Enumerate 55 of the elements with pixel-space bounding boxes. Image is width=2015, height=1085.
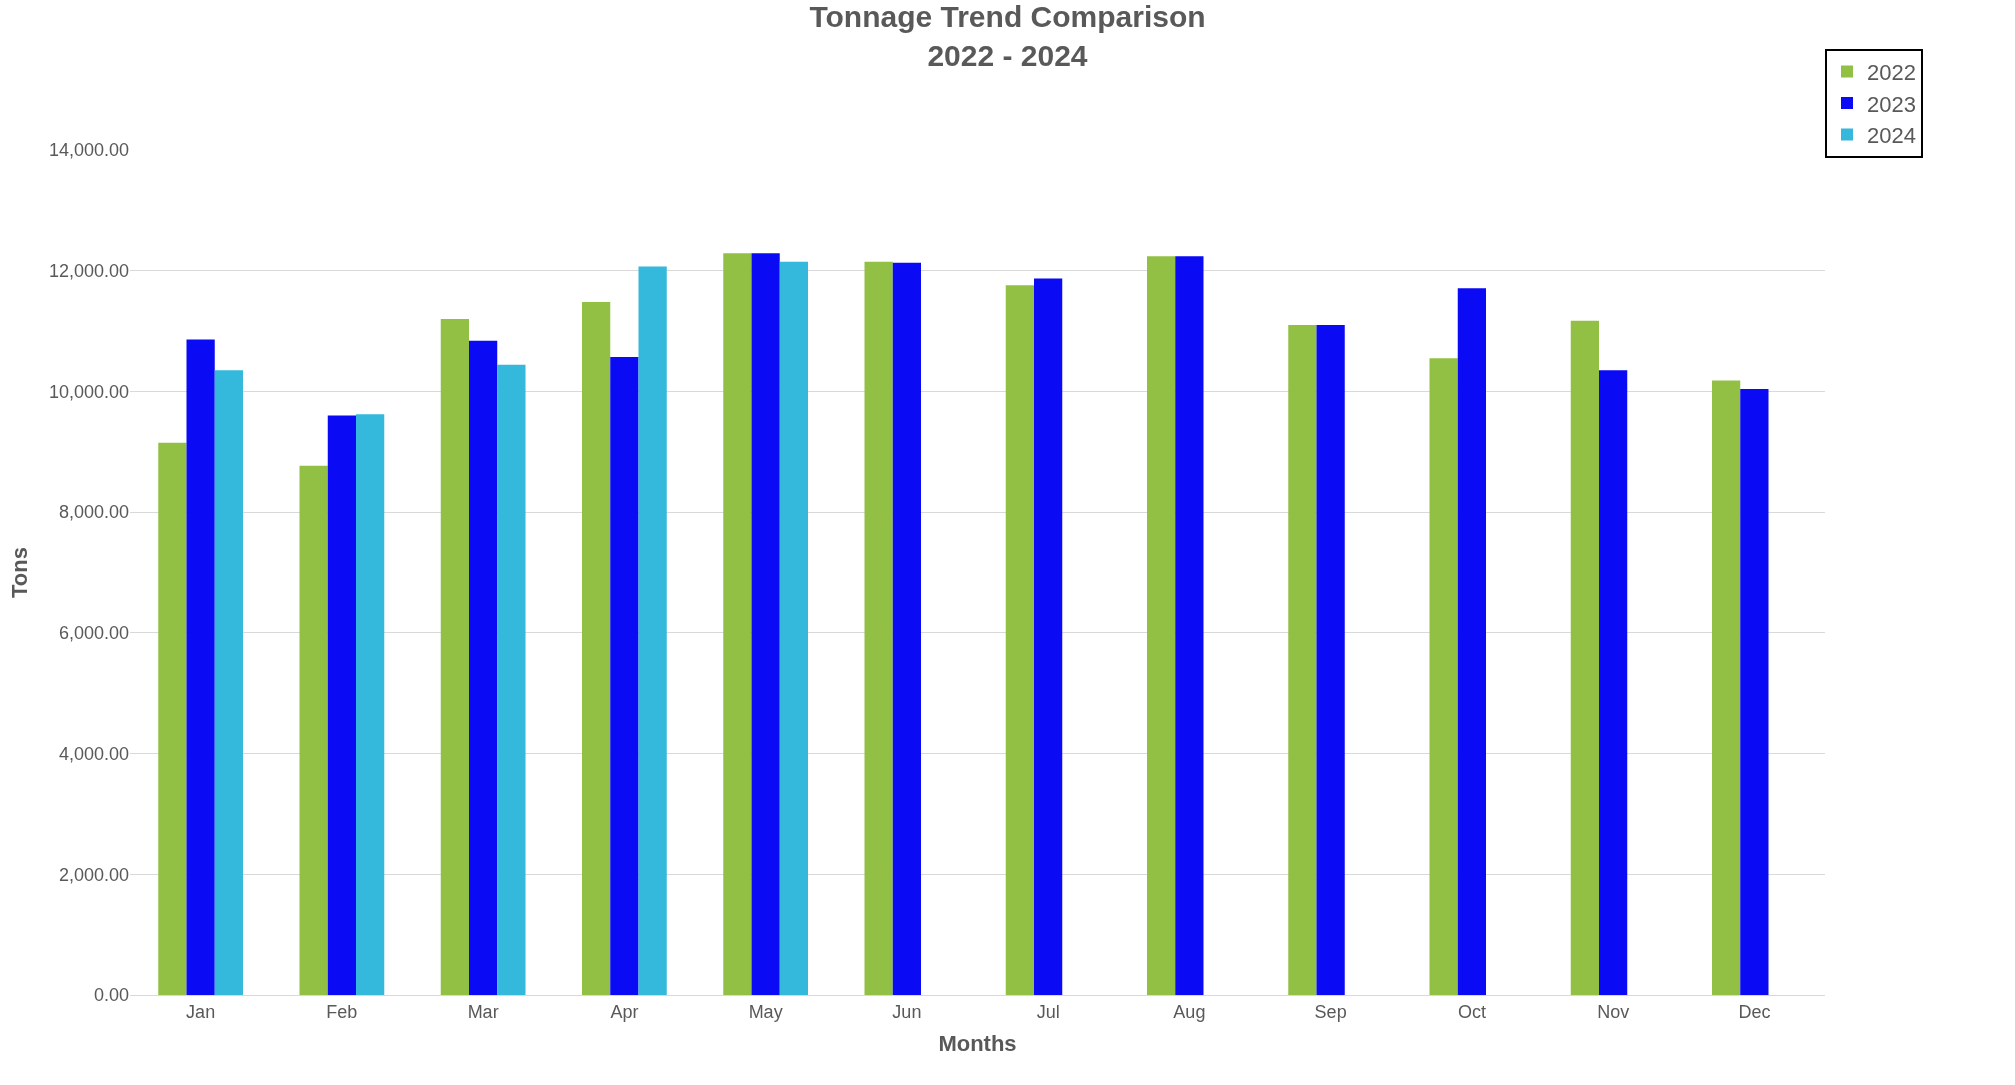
x-tick-label: Mar (467, 1001, 499, 1022)
bar (214, 370, 243, 995)
y-tick-label: 2,000.00 (58, 864, 129, 885)
bar (1570, 320, 1599, 995)
bar (469, 340, 498, 995)
bar (186, 339, 215, 995)
y-tick-label: 4,000.00 (58, 743, 129, 764)
bar (892, 262, 921, 995)
bar (299, 465, 328, 995)
x-tick-label: Aug (1173, 1001, 1206, 1022)
x-tick-label: Jun (892, 1001, 922, 1022)
x-tick-label: Nov (1597, 1001, 1630, 1022)
legend-label: 2024 (1867, 123, 1916, 149)
x-tick-label: Feb (326, 1001, 358, 1022)
bar (723, 253, 752, 995)
bar (1175, 256, 1204, 995)
bar (1147, 256, 1176, 995)
bar (610, 357, 639, 995)
chart-title: Tonnage Trend Comparison 2022 - 2024 (809, 0, 1206, 73)
bar (1034, 278, 1063, 995)
bar (1288, 325, 1317, 995)
y-tick-label: 6,000.00 (58, 623, 129, 644)
x-axis-title: Months (938, 1031, 1017, 1057)
y-axis-title: Tons (6, 547, 32, 598)
bar (440, 319, 469, 995)
y-tick-label: 14,000.00 (48, 140, 129, 161)
legend-label: 2022 (1867, 59, 1916, 85)
y-tick-label: 10,000.00 (48, 381, 129, 402)
bar (1712, 380, 1741, 995)
y-tick-label: 0.00 (93, 985, 129, 1006)
y-tick-label: 12,000.00 (48, 261, 129, 282)
x-tick-label: Oct (1457, 1001, 1486, 1022)
bar (158, 442, 187, 995)
bar (1740, 389, 1769, 995)
x-tick-label: Apr (610, 1001, 639, 1022)
bar (751, 253, 780, 995)
bar (1005, 285, 1034, 995)
bar (356, 414, 385, 995)
y-tick-label: 8,000.00 (58, 502, 129, 523)
bar (638, 266, 667, 995)
legend-label: 2023 (1867, 91, 1916, 117)
bar (1429, 358, 1458, 995)
x-tick-label: May (748, 1001, 783, 1022)
bar (1599, 370, 1628, 995)
x-tick-label: Dec (1738, 1001, 1771, 1022)
bar (864, 261, 893, 995)
bar (779, 261, 808, 995)
x-tick-label: Jul (1036, 1001, 1060, 1022)
bar (497, 364, 526, 995)
bar (582, 302, 611, 995)
bar (327, 415, 356, 995)
x-tick-label: Jan (186, 1001, 216, 1022)
bar (1457, 288, 1486, 995)
x-tick-label: Sep (1314, 1001, 1347, 1022)
bar (1316, 325, 1345, 995)
